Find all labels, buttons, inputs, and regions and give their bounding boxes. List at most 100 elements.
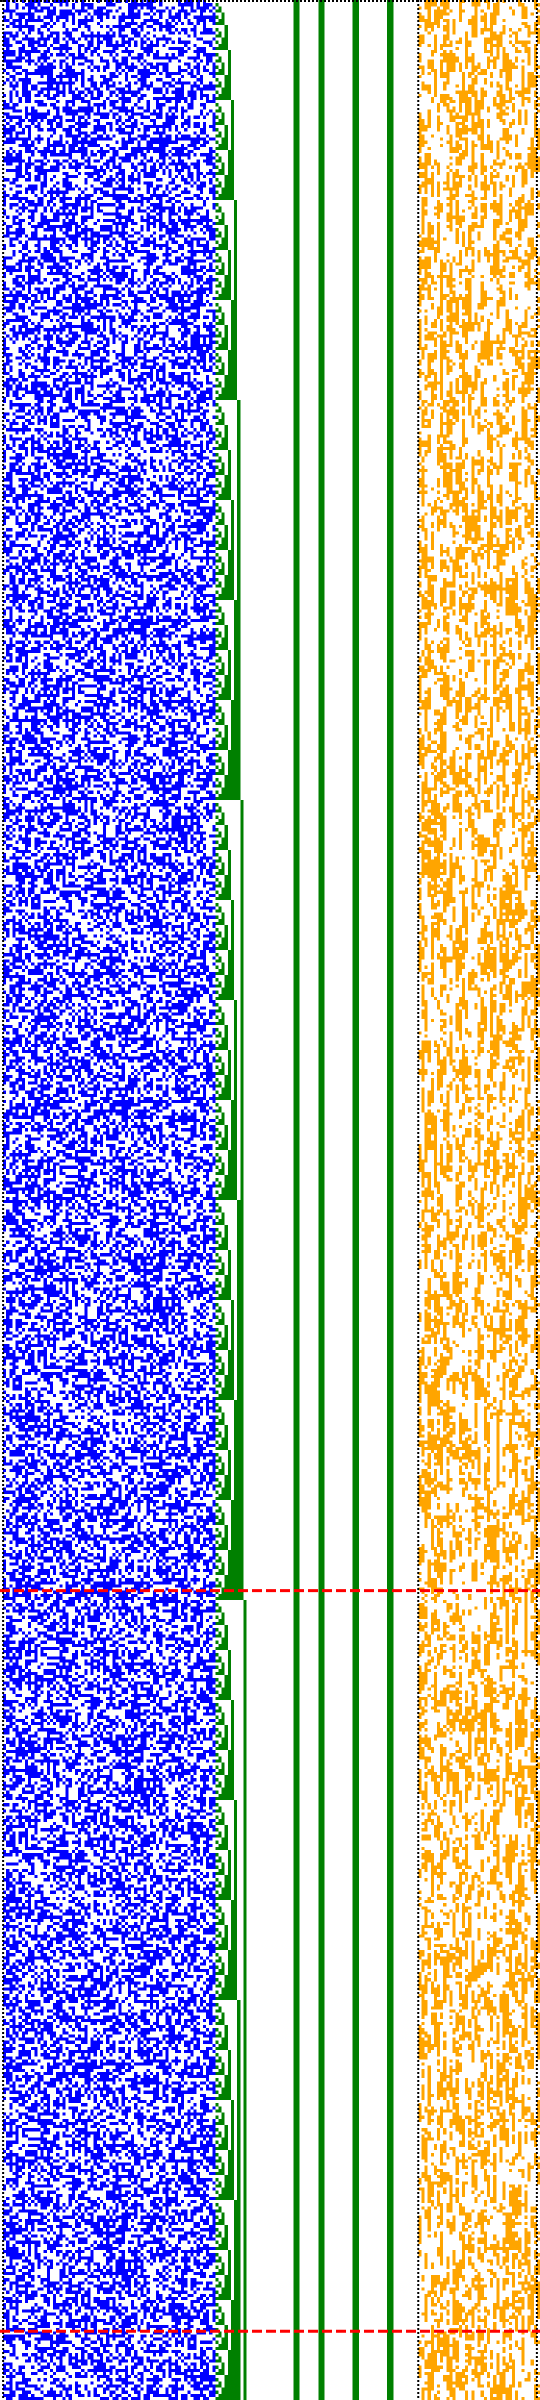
- state-bit-run: [212, 37, 216, 41]
- state-bit-run: [146, 737, 150, 741]
- state-bit-run: [37, 31, 44, 35]
- state-bit-run: [18, 381, 22, 385]
- state-bit-run: [96, 521, 100, 526]
- state-bit-run: [99, 856, 107, 860]
- state-bit-run: [21, 559, 41, 563]
- state-bit-run: [206, 375, 210, 379]
- state-bit-run: [34, 146, 38, 151]
- state-bit-run: [106, 731, 113, 735]
- state-bit-run: [49, 281, 54, 285]
- state-bit-run: [193, 275, 203, 279]
- state-bit-run: [96, 121, 100, 126]
- state-bit-run: [93, 678, 113, 682]
- state-bit-run: [28, 609, 38, 613]
- state-bit-run: [212, 115, 216, 119]
- state-bit-run: [49, 53, 54, 57]
- state-bit-run: [124, 743, 135, 747]
- state-bit-run: [212, 384, 216, 388]
- state-bit-run: [209, 181, 213, 185]
- state-bit-run: [18, 553, 22, 557]
- state-bit-run: [149, 875, 163, 879]
- state-bit-run: [68, 337, 79, 341]
- state-bit-run: [96, 790, 100, 794]
- state-bit-run: [159, 878, 169, 882]
- state-bit-run: [152, 865, 157, 869]
- state-bit-run: [62, 803, 75, 807]
- state-bit-run: [12, 178, 19, 182]
- state-bit-run: [115, 93, 119, 97]
- state-bit-run: [124, 556, 135, 560]
- state-bit-run: [87, 278, 100, 282]
- state-bit-run: [202, 625, 207, 629]
- state-bit-run: [15, 562, 19, 566]
- state-bit-run: [56, 709, 60, 713]
- state-bit-run: [68, 90, 75, 94]
- state-bit-run: [96, 453, 107, 457]
- state-bit-run: [199, 578, 207, 582]
- state-bit-run: [181, 412, 185, 416]
- state-bit-run: [3, 37, 10, 41]
- state-bit-run: [9, 490, 16, 494]
- state-bit-run: [156, 675, 163, 679]
- state-bit-run: [209, 578, 216, 582]
- state-bit-run: [12, 296, 19, 301]
- state-bit-run: [93, 718, 97, 722]
- state-bit-run: [87, 368, 91, 372]
- state-bit-run: [37, 246, 41, 251]
- state-bit-run: [56, 84, 60, 88]
- state-bit-run: [81, 340, 91, 344]
- state-bit-run: [28, 746, 47, 751]
- state-bit-run: [199, 412, 207, 416]
- state-bit-run: [118, 765, 122, 769]
- state-bit-run: [34, 228, 38, 232]
- state-bit-run: [143, 450, 147, 454]
- state-bit-run: [90, 184, 94, 188]
- state-bit-run: [103, 768, 107, 772]
- state-bit-run: [24, 171, 32, 176]
- state-bit-run: [168, 715, 172, 719]
- state-bit-run: [196, 775, 200, 779]
- state-bit-run: [143, 278, 147, 282]
- state-bit-run: [174, 381, 194, 385]
- state-bit-run: [46, 296, 57, 301]
- state-bit-run: [9, 96, 13, 101]
- state-bit-run: [149, 693, 160, 697]
- state-bit-run: [199, 425, 207, 429]
- state-bit-run: [3, 506, 13, 510]
- state-bit-run: [109, 478, 116, 482]
- state-bit-run: [184, 240, 194, 244]
- state-bit-run: [190, 343, 213, 347]
- state-bit-run: [149, 825, 160, 829]
- state-bit-run: [115, 815, 119, 819]
- state-bit-run: [143, 790, 147, 794]
- state-bit-run: [149, 590, 153, 594]
- state-bit-run: [59, 893, 72, 897]
- state-bit-run: [109, 659, 122, 663]
- state-bit-run: [71, 137, 79, 141]
- state-bit-run: [202, 596, 207, 601]
- state-bit-run: [53, 853, 69, 857]
- state-bit-run: [53, 215, 60, 219]
- state-bit-run: [184, 603, 188, 607]
- state-bit-run: [206, 328, 213, 332]
- state-bit-run: [152, 121, 157, 126]
- state-bit-run: [84, 440, 88, 444]
- state-bit-run: [96, 21, 100, 26]
- state-bit-run: [53, 518, 57, 522]
- state-bit-run: [18, 206, 29, 210]
- state-bit-run: [124, 325, 128, 329]
- state-bit-run: [43, 353, 47, 357]
- state-bit-run: [24, 187, 38, 191]
- state-bit-run: [43, 462, 47, 466]
- state-bit-run: [177, 171, 182, 176]
- state-bit-run: [115, 428, 119, 432]
- state-bit-run: [9, 512, 16, 516]
- state-bit-run: [28, 640, 32, 644]
- state-bit-run: [171, 53, 175, 57]
- state-bit-run: [24, 162, 35, 166]
- state-bit-run: [96, 546, 103, 551]
- state-bit-run: [46, 759, 54, 763]
- state-bit-run: [184, 806, 197, 810]
- state-bit-run: [121, 518, 128, 522]
- state-bit-run: [103, 821, 110, 826]
